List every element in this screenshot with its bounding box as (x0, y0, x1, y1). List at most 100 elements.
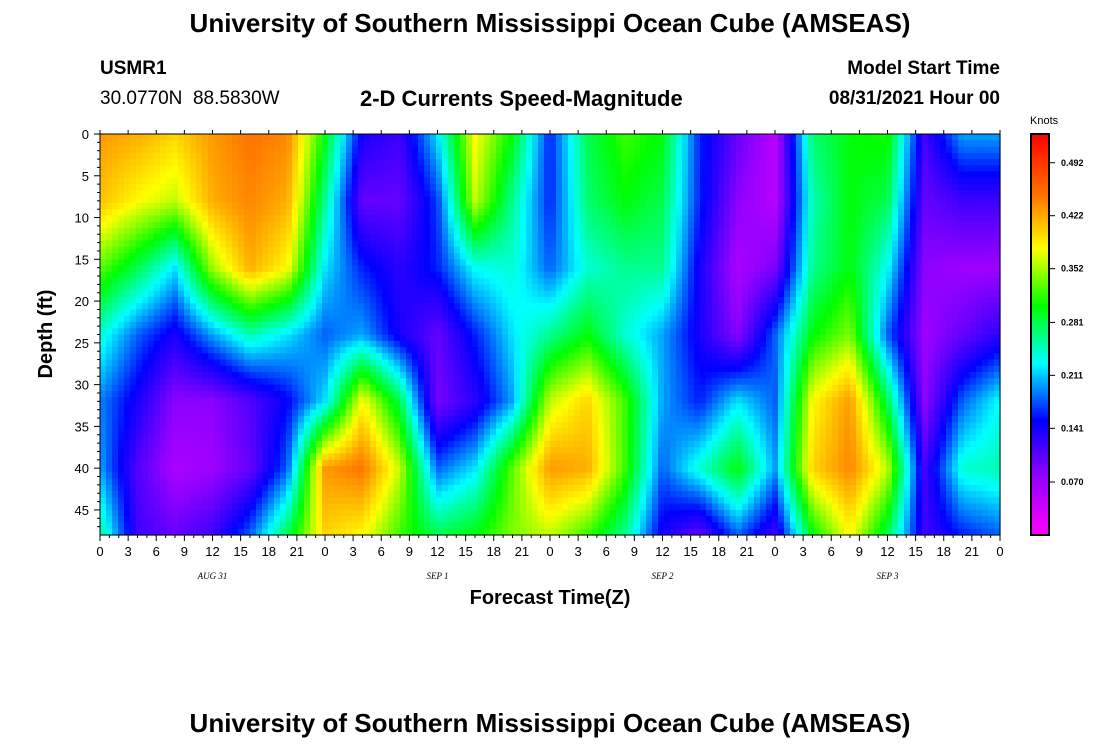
heatmap-cell (916, 334, 923, 342)
heatmap-cell (430, 184, 437, 191)
heatmap-cell (748, 159, 755, 166)
heatmap-cell (928, 190, 935, 198)
heatmap-cell (946, 146, 953, 154)
heatmap-cell (496, 209, 503, 217)
heatmap-cell (460, 253, 467, 260)
heatmap-cell (706, 202, 713, 210)
heatmap-cell (688, 159, 695, 166)
heatmap-cell (904, 234, 911, 242)
heatmap-cell (940, 253, 947, 260)
heatmap-cell (202, 227, 209, 235)
heatmap-cell (262, 240, 269, 248)
heatmap-cell (124, 190, 131, 198)
heatmap-cell (256, 284, 263, 292)
heatmap-cell (316, 284, 323, 292)
heatmap-cell (592, 184, 599, 191)
heatmap-cell (226, 202, 233, 210)
heatmap-cell (370, 309, 377, 317)
heatmap-cell (112, 265, 119, 273)
heatmap-cell (214, 177, 221, 185)
heatmap-cell (310, 271, 317, 279)
heatmap-cell (568, 209, 575, 217)
heatmap-cell (550, 171, 557, 179)
heatmap-cell (628, 152, 635, 160)
heatmap-cell (544, 290, 551, 298)
heatmap-cell (238, 221, 245, 229)
heatmap-cell (712, 284, 719, 292)
heatmap-cell (586, 152, 593, 160)
heatmap-cell (838, 321, 845, 329)
heatmap-cell (712, 177, 719, 185)
heatmap-cell (208, 328, 215, 336)
heatmap-cell (760, 134, 767, 141)
heatmap-cell (592, 309, 599, 317)
heatmap-cell (964, 159, 971, 166)
heatmap-cell (130, 209, 137, 217)
heatmap-cell (574, 159, 581, 166)
heatmap-cell (808, 171, 815, 179)
heatmap-cell (538, 240, 545, 248)
heatmap-cell (634, 227, 641, 235)
heatmap-cell (970, 221, 977, 229)
heatmap-cell (976, 240, 983, 248)
heatmap-cell (268, 334, 275, 342)
heatmap-cell (460, 278, 467, 285)
heatmap-cell (466, 328, 473, 336)
heatmap-cell (880, 284, 887, 292)
heatmap-cell (520, 159, 527, 166)
heatmap-cell (286, 184, 293, 191)
heatmap-cell (760, 215, 767, 223)
heatmap-cell (256, 177, 263, 185)
heatmap-cell (268, 303, 275, 311)
heatmap-cell (442, 321, 449, 329)
heatmap-cell (580, 334, 587, 342)
heatmap-cell (778, 171, 785, 179)
heatmap-cell (760, 209, 767, 217)
heatmap-cell (226, 309, 233, 317)
heatmap-cell (154, 265, 161, 273)
heatmap-cell (772, 177, 779, 185)
heatmap-cell (232, 253, 239, 260)
heatmap-cell (136, 140, 143, 148)
heatmap-cell (574, 278, 581, 285)
heatmap-cell (544, 177, 551, 185)
heatmap-cell (772, 159, 779, 166)
heatmap-cell (586, 184, 593, 191)
heatmap-cell (688, 296, 695, 304)
heatmap-cell (442, 328, 449, 336)
heatmap-cell (880, 152, 887, 160)
heatmap-cell (868, 221, 875, 229)
heatmap-cell (574, 246, 581, 254)
heatmap-cell (988, 209, 995, 217)
heatmap-cell (634, 309, 641, 317)
heatmap-cell (352, 134, 359, 141)
heatmap-cell (682, 227, 689, 235)
heatmap-cell (172, 165, 179, 173)
heatmap-cell (346, 171, 353, 179)
heatmap-cell (784, 221, 791, 229)
heatmap-cell (946, 309, 953, 317)
heatmap-cell (178, 265, 185, 273)
heatmap-cell (586, 196, 593, 204)
heatmap-cell (262, 159, 269, 166)
heatmap-cell (142, 340, 149, 348)
heatmap-cell (826, 246, 833, 254)
heatmap-cell (238, 227, 245, 235)
heatmap-cell (676, 284, 683, 292)
heatmap-cell (178, 234, 185, 242)
heatmap-cell (394, 196, 401, 204)
heatmap-cell (814, 202, 821, 210)
heatmap-cell (184, 215, 191, 223)
heatmap-cell (862, 240, 869, 248)
heatmap-cell (460, 215, 467, 223)
heatmap-cell (316, 215, 323, 223)
heatmap-cell (136, 303, 143, 311)
heatmap-cell (760, 271, 767, 279)
heatmap-cell (904, 171, 911, 179)
heatmap-cell (874, 296, 881, 304)
heatmap-cell (160, 296, 167, 304)
heatmap-cell (820, 290, 827, 298)
heatmap-cell (154, 159, 161, 166)
heatmap-cell (196, 321, 203, 329)
heatmap-cell (508, 284, 515, 292)
